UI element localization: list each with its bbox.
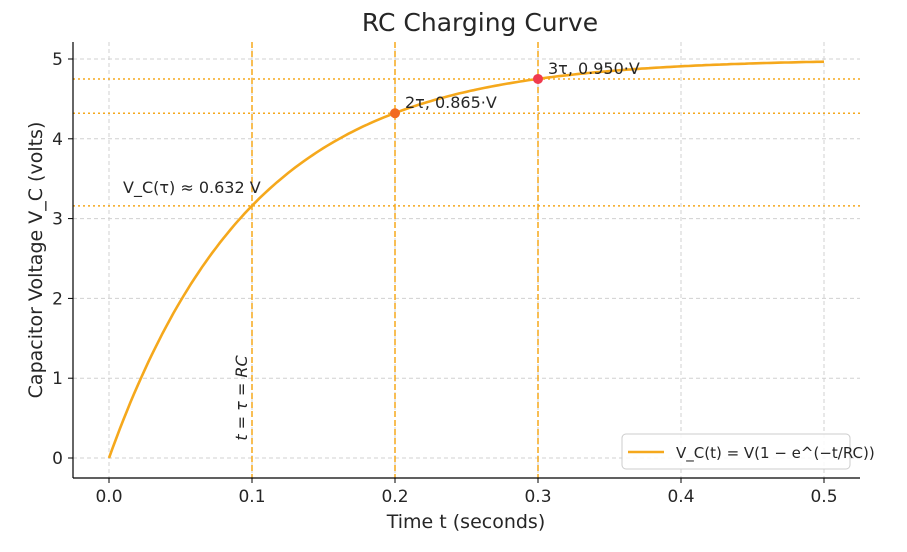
y-tick-label: 5 — [52, 50, 63, 70]
x-tick-label: 0.1 — [238, 487, 265, 507]
vline-label-tau: t = τ = RC — [232, 355, 251, 441]
y-tick-label: 1 — [52, 369, 63, 389]
series-line-charging-curve — [107, 60, 825, 459]
y-tick-label: 3 — [52, 210, 63, 230]
x-tick-label: 0.5 — [810, 487, 837, 507]
ticks: 0.0 0.1 0.2 0.3 0.4 0.5 0 1 2 3 4 5 — [52, 50, 837, 507]
x-tick-label: 0.4 — [667, 487, 694, 507]
y-tick-label: 0 — [52, 449, 63, 469]
data-point — [533, 73, 543, 84]
x-tick-label: 0.0 — [95, 487, 122, 507]
chart-title: RC Charging Curve — [362, 8, 598, 37]
axes — [72, 42, 860, 479]
annotation-vc-tau: V_C(τ) ≈ 0.632 V — [123, 178, 261, 198]
points — [390, 73, 543, 119]
legend: V_C(t) = V(1 − e^(−t/RC)) — [621, 433, 875, 470]
legend-label: V_C(t) = V(1 − e^(−t/RC)) — [676, 444, 875, 463]
y-axis-label: Capacitor Voltage V_C (volts) — [25, 122, 47, 399]
x-axis-label: Time t (seconds) — [386, 511, 546, 533]
reference-lines — [73, 42, 860, 478]
y-tick-label: 4 — [52, 130, 63, 150]
point-label-3tau: 3τ, 0.950·V — [548, 59, 640, 78]
y-tick-label: 2 — [52, 289, 63, 309]
point-label-2tau: 2τ, 0.865·V — [405, 93, 497, 112]
x-tick-label: 0.2 — [381, 487, 408, 507]
x-tick-label: 0.3 — [524, 487, 551, 507]
data-point — [390, 108, 400, 119]
